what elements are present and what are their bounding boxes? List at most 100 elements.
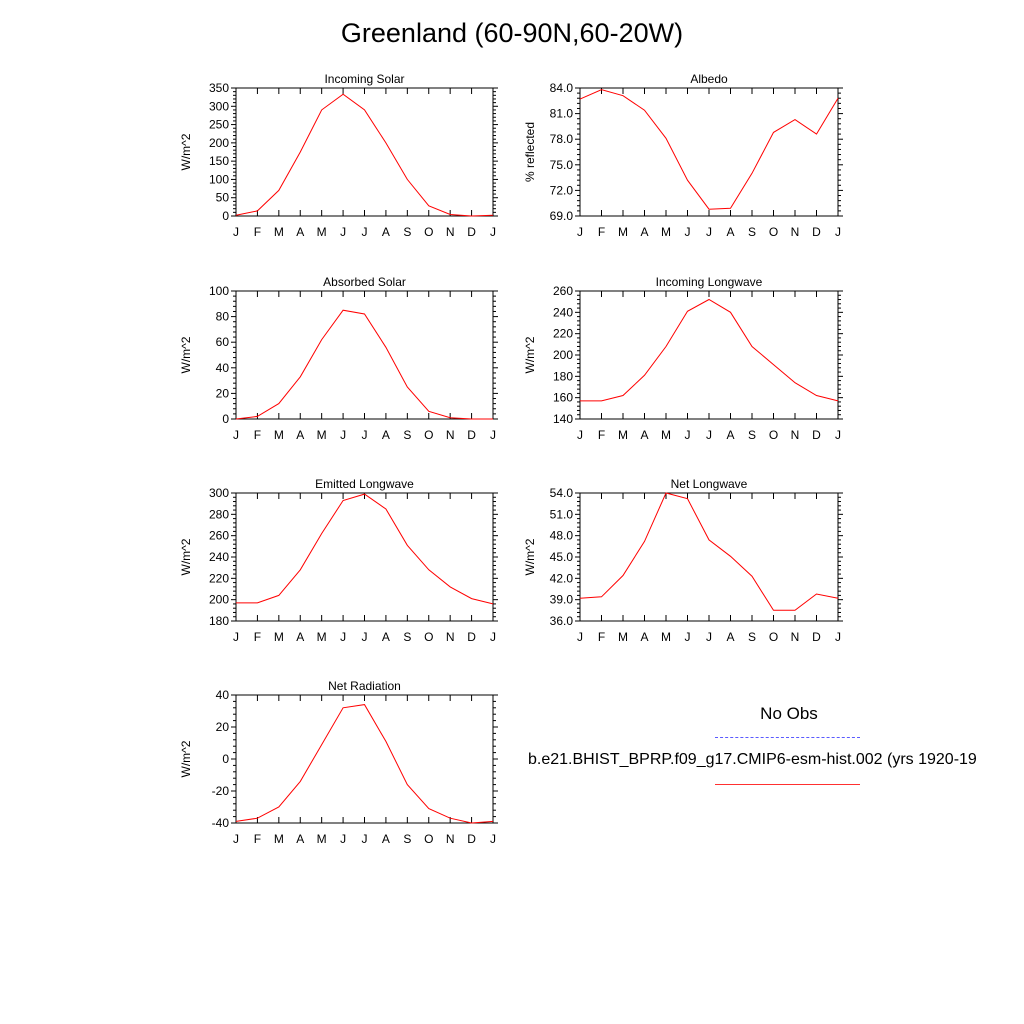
series-line	[235, 309, 493, 420]
x-tick-label: M	[317, 832, 327, 846]
x-tick-label: M	[661, 630, 671, 644]
x-tick-label: J	[233, 832, 239, 846]
x-tick-label: A	[726, 428, 734, 442]
y-tick-label: 39.0	[550, 593, 574, 607]
x-tick-label: M	[274, 225, 284, 239]
x-tick-label: N	[446, 428, 455, 442]
panel-title: Albedo	[690, 72, 728, 86]
y-tick-label: 51.0	[550, 507, 574, 521]
y-tick-label: 54.0	[550, 486, 574, 500]
y-tick-label: 200	[209, 136, 229, 150]
x-tick-label: M	[274, 428, 284, 442]
legend: No Obs b.e21.BHIST_BPRP.f09_g17.CMIP6-es…	[520, 700, 1024, 800]
y-tick-label: 350	[209, 81, 229, 95]
x-tick-label: F	[254, 428, 261, 442]
x-tick-label: N	[791, 630, 800, 644]
plot-frame	[579, 492, 839, 622]
x-tick-label: J	[340, 630, 346, 644]
x-tick-label: O	[769, 428, 778, 442]
y-tick-label: 0	[222, 412, 229, 426]
panel-title: Incoming Solar	[324, 72, 404, 86]
x-tick-label: J	[490, 428, 496, 442]
series-line	[579, 492, 839, 611]
x-tick-label: J	[706, 630, 712, 644]
plot-frame	[235, 492, 494, 622]
x-tick-label: O	[769, 630, 778, 644]
x-tick-label: J	[490, 630, 496, 644]
x-tick-label: A	[296, 630, 304, 644]
y-axis-label: W/m^2	[179, 740, 193, 777]
y-tick-label: 0	[222, 209, 229, 223]
y-axis-label: % reflected	[523, 122, 537, 182]
y-tick-label: 240	[553, 305, 573, 319]
x-tick-label: J	[490, 832, 496, 846]
y-tick-label: 200	[209, 593, 229, 607]
x-tick-label: S	[403, 225, 411, 239]
x-tick-label: N	[446, 630, 455, 644]
plot-frame	[579, 290, 839, 420]
x-tick-label: N	[791, 225, 800, 239]
x-tick-label: F	[254, 225, 261, 239]
x-tick-label: O	[424, 428, 433, 442]
x-tick-label: M	[317, 630, 327, 644]
x-tick-label: J	[362, 832, 368, 846]
series-line	[235, 93, 494, 217]
x-tick-label: A	[296, 832, 304, 846]
y-tick-label: 100	[209, 172, 229, 186]
x-tick-label: D	[812, 225, 821, 239]
x-tick-label: M	[661, 428, 671, 442]
y-tick-label: 80	[216, 310, 230, 324]
y-axis-label: W/m^2	[523, 538, 537, 575]
y-tick-label: 160	[553, 391, 573, 405]
x-tick-label: S	[403, 832, 411, 846]
y-tick-label: 300	[209, 99, 229, 113]
y-axis-label: W/m^2	[523, 336, 537, 373]
y-tick-label: 140	[553, 412, 573, 426]
x-tick-label: M	[618, 225, 628, 239]
x-tick-label: J	[835, 225, 841, 239]
x-tick-label: J	[685, 225, 691, 239]
x-tick-label: A	[382, 428, 390, 442]
y-tick-label: 180	[209, 614, 229, 628]
legend-run-line	[715, 784, 860, 785]
x-tick-label: J	[706, 225, 712, 239]
x-tick-label: N	[446, 225, 455, 239]
x-tick-label: J	[340, 428, 346, 442]
x-tick-label: M	[618, 428, 628, 442]
panel-title: Absorbed Solar	[323, 275, 406, 289]
y-tick-label: 180	[553, 369, 573, 383]
y-tick-label: 72.0	[550, 183, 574, 197]
y-tick-label: 250	[209, 118, 229, 132]
y-tick-label: 45.0	[550, 550, 574, 564]
y-tick-label: 40	[216, 361, 230, 375]
x-tick-label: A	[296, 428, 304, 442]
x-tick-label: J	[577, 428, 583, 442]
y-tick-label: 40	[216, 688, 230, 702]
x-tick-label: O	[424, 630, 433, 644]
y-tick-label: 60	[216, 335, 230, 349]
x-tick-label: D	[467, 832, 476, 846]
y-tick-label: 280	[209, 507, 229, 521]
x-tick-label: A	[640, 428, 648, 442]
x-tick-label: J	[685, 630, 691, 644]
y-tick-label: 200	[553, 348, 573, 362]
figure-title: Greenland (60-90N,60-20W)	[340, 18, 684, 48]
y-tick-label: 260	[209, 529, 229, 543]
x-tick-label: J	[362, 428, 368, 442]
legend-run-label: b.e21.BHIST_BPRP.f09_g17.CMIP6-esm-hist.…	[528, 751, 977, 768]
x-tick-label: J	[362, 225, 368, 239]
series-line	[580, 298, 839, 402]
y-axis-label: W/m^2	[179, 538, 193, 575]
x-tick-label: S	[748, 428, 756, 442]
y-tick-label: 260	[553, 284, 573, 298]
y-tick-label: 36.0	[550, 614, 574, 628]
x-tick-label: J	[362, 630, 368, 644]
x-tick-label: D	[467, 630, 476, 644]
y-axis-label: W/m^2	[179, 133, 193, 170]
y-tick-label: 150	[209, 154, 229, 168]
